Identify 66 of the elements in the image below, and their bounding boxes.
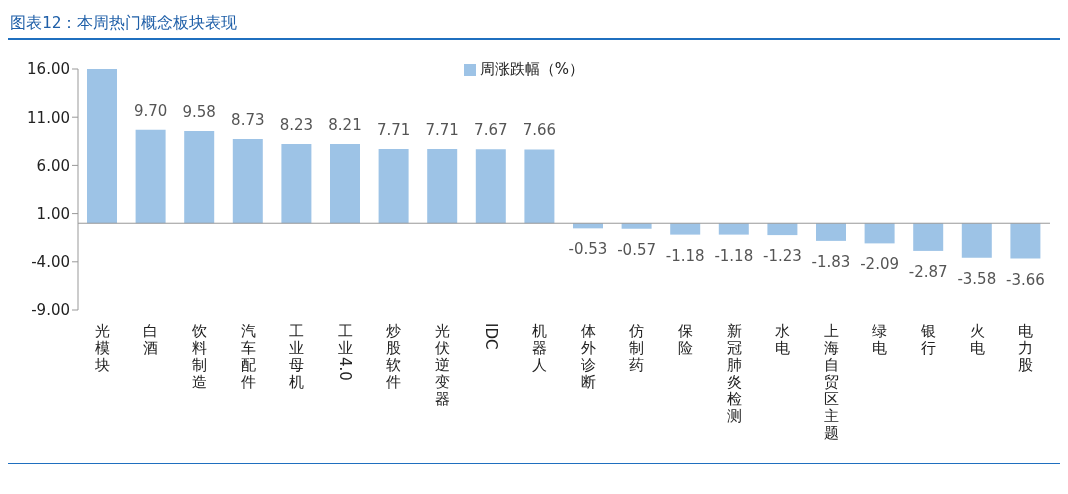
bar — [1010, 223, 1041, 259]
data-label: -1.18 — [714, 246, 754, 265]
data-label: 7.71 — [425, 120, 459, 139]
bar — [281, 143, 312, 224]
bar — [427, 148, 458, 224]
bar — [961, 223, 992, 258]
data-label: 8.23 — [279, 115, 314, 134]
data-label: -1.83 — [811, 252, 851, 271]
y-tick-label: -4.00 — [31, 253, 70, 272]
x-tick-label: 炒股软件 — [386, 322, 402, 391]
data-label: 8.73 — [231, 111, 265, 130]
x-tick-label: 体外诊断 — [580, 322, 596, 391]
y-tick-label: 1.00 — [36, 204, 70, 223]
y-tick-label: -9.00 — [31, 301, 70, 320]
x-tick-label: 火电 — [969, 322, 985, 357]
chart-title: 图表12：本周热门概念板块表现 — [8, 8, 1060, 40]
bar — [524, 149, 555, 224]
bar — [670, 223, 701, 235]
y-tick-label: 11.00 — [27, 108, 70, 127]
bar — [378, 148, 409, 224]
data-label: 8.21 — [328, 116, 362, 135]
x-tick-label: 上海自贸区主题 — [823, 322, 839, 442]
data-label: -2.87 — [908, 262, 948, 281]
data-label: -0.53 — [568, 240, 608, 259]
data-label: 9.70 — [133, 101, 168, 120]
bar — [767, 223, 798, 236]
data-label: 7.71 — [376, 120, 411, 139]
bar — [184, 130, 215, 224]
data-label: 9.58 — [182, 102, 216, 121]
bar — [864, 223, 895, 244]
bar — [621, 223, 652, 229]
x-tick-label: 工业4.0 — [336, 322, 355, 381]
data-label: -1.18 — [665, 246, 705, 265]
x-tick-label: 水电 — [775, 322, 791, 357]
x-tick-label: 新冠肺炎检测 — [726, 322, 742, 425]
y-tick-label: 6.00 — [36, 156, 70, 175]
bar — [135, 129, 166, 224]
x-tick-label: 保险 — [678, 322, 693, 357]
bar — [475, 149, 506, 224]
bar — [232, 139, 263, 224]
x-tick-label: 机器人 — [532, 322, 548, 374]
x-tick-label: 银行 — [920, 322, 936, 357]
x-tick-label: 饮料制造 — [191, 322, 207, 391]
y-tick-label: 16.00 — [27, 60, 70, 79]
bar — [913, 223, 944, 251]
bar — [718, 223, 749, 235]
data-label: -1.23 — [762, 247, 802, 266]
x-tick-label: 白酒 — [143, 322, 159, 357]
data-label: 7.67 — [474, 121, 508, 140]
x-tick-label: 工业母机 — [289, 322, 305, 391]
data-label: -0.57 — [617, 240, 657, 259]
x-tick-label: 光伏逆变器 — [435, 322, 450, 408]
x-tick-label: 电力股 — [1018, 322, 1034, 374]
legend-label: 周涨跌幅（%） — [479, 60, 585, 78]
data-label: 7.66 — [522, 121, 557, 140]
bar — [330, 144, 360, 224]
x-tick-label: 汽车配件 — [240, 322, 256, 391]
x-tick-label: 仿制药 — [628, 322, 645, 374]
x-tick-label: 光模块 — [93, 322, 110, 374]
x-tick-label: 绿电 — [872, 322, 888, 357]
x-tick-label: IDC — [482, 323, 501, 350]
data-label: -2.09 — [860, 255, 900, 274]
data-label: -3.58 — [957, 269, 997, 288]
bar — [816, 223, 846, 241]
bar — [87, 69, 117, 224]
data-label: -3.66 — [1005, 270, 1045, 289]
